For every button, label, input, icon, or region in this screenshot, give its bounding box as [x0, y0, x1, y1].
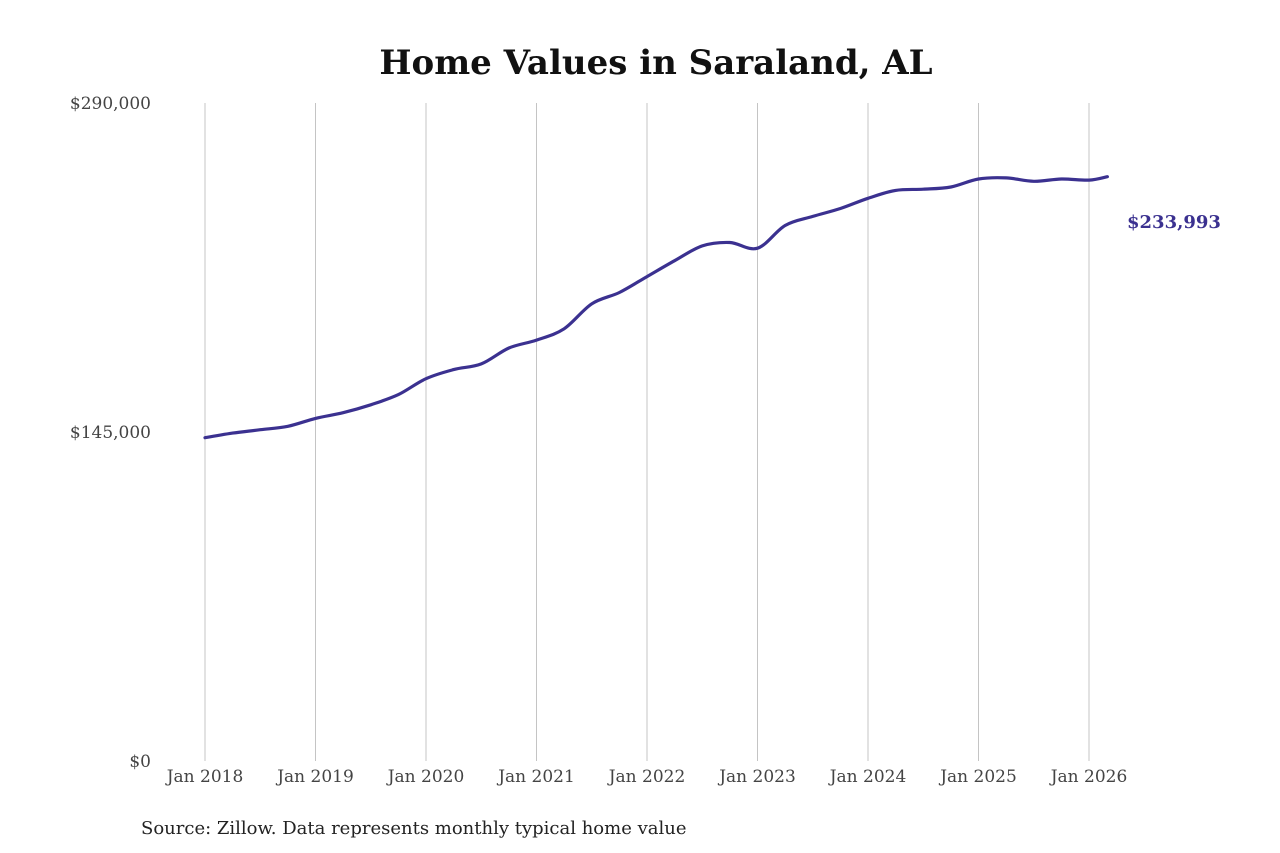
x-axis-ticks: Jan 2018 Jan 2019 Jan 2020 Jan 2021 Jan 2022… [165, 767, 1128, 787]
x-tick-label: Jan 2022 [607, 767, 686, 787]
x-tick-label: Jan 2025 [938, 767, 1017, 787]
series-line [203, 175, 1109, 440]
chart-title: Home Values in Saraland, AL [379, 43, 932, 83]
y-tick-label: $290,000 [70, 94, 151, 114]
y-axis-ticks: $0 $145,000 $290,000 [70, 94, 151, 772]
end-value-label: $233,993 [1127, 212, 1221, 233]
x-tick-label: Jan 2020 [386, 767, 465, 787]
x-tick-label: Jan 2019 [275, 767, 354, 787]
y-tick-label: $145,000 [70, 423, 151, 443]
y-tick-label: $0 [129, 752, 151, 772]
source-note: Source: Zillow. Data represents monthly … [141, 818, 687, 839]
x-tick-label: Jan 2018 [165, 767, 244, 787]
gridlines [204, 103, 1090, 761]
x-tick-label: Jan 2021 [496, 767, 575, 787]
x-tick-label: Jan 2024 [828, 767, 907, 787]
x-tick-label: Jan 2026 [1049, 767, 1128, 787]
x-tick-label: Jan 2023 [717, 767, 796, 787]
